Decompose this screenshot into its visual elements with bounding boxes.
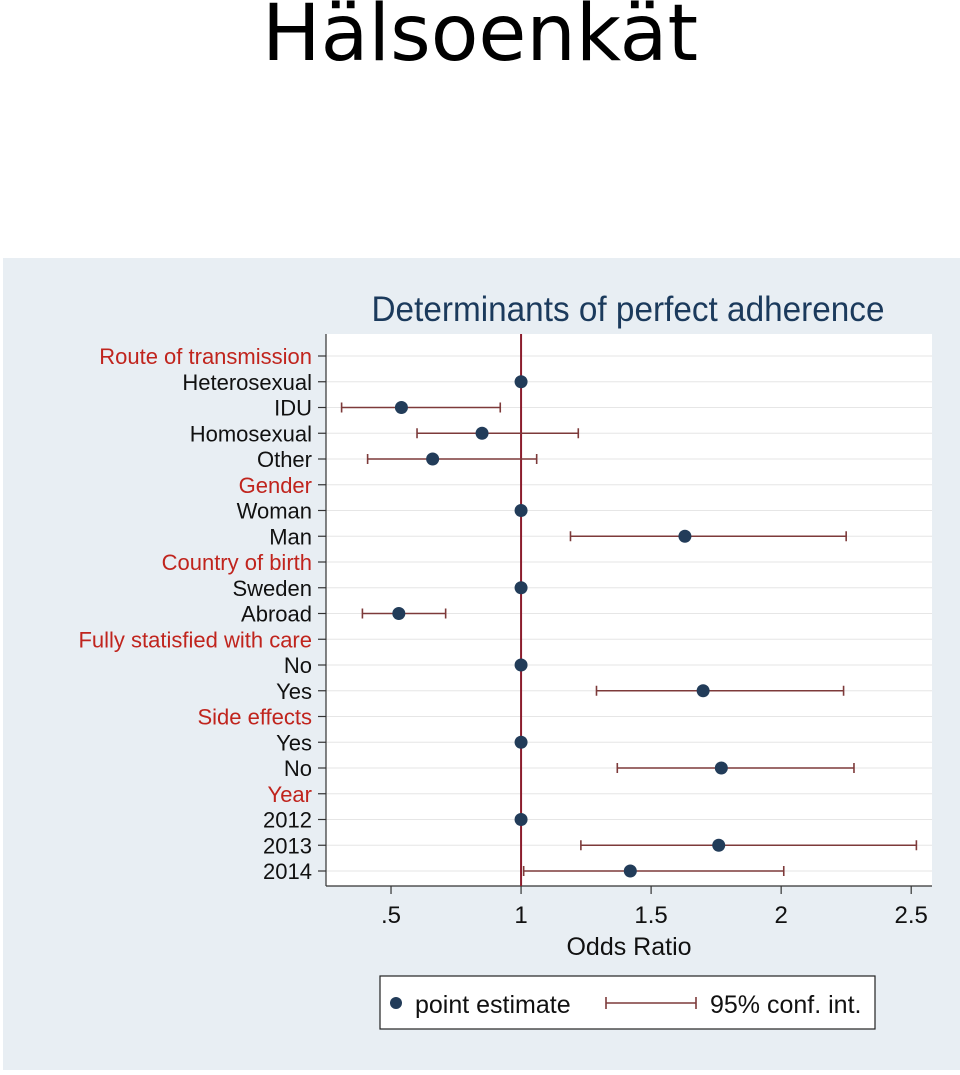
row-label: Woman xyxy=(237,499,312,524)
row-label: 2013 xyxy=(263,833,312,858)
legend: point estimate 95% conf. int. xyxy=(379,975,876,1030)
point-estimate xyxy=(392,607,406,620)
group-label: Fully statisfied with care xyxy=(78,627,312,652)
point-estimate xyxy=(714,761,728,775)
point-estimate xyxy=(696,684,710,698)
point-estimate xyxy=(623,864,637,878)
row-label: Yes xyxy=(276,679,312,704)
x-tick-label: 2.5 xyxy=(895,902,928,929)
row-label: Abroad xyxy=(241,602,312,627)
y-ticks xyxy=(318,355,326,872)
row-label: Yes xyxy=(276,730,312,755)
row-label: No xyxy=(284,756,312,781)
point-estimate xyxy=(514,504,528,517)
group-label: Year xyxy=(268,782,312,807)
point-estimates xyxy=(392,375,728,878)
x-axis-label: Odds Ratio xyxy=(566,933,691,961)
legend-point-marker xyxy=(390,997,402,1009)
row-label: Other xyxy=(257,447,312,472)
y-tick-labels: Route of transmissionHeterosexualIDUHomo… xyxy=(78,344,312,884)
group-label: Route of transmission xyxy=(99,344,312,369)
row-label: Homosexual xyxy=(190,421,312,446)
row-label: Heterosexual xyxy=(182,370,312,395)
point-estimate xyxy=(426,452,440,466)
legend-point-label: point estimate xyxy=(415,991,571,1019)
x-ticks: .5 1 1.5 2 2.5 xyxy=(381,886,928,929)
row-label: 2014 xyxy=(263,859,312,884)
point-estimate xyxy=(394,401,408,414)
row-label: No xyxy=(284,653,312,678)
x-tick-label: 2 xyxy=(774,902,787,929)
point-estimate xyxy=(712,838,726,852)
legend-interval-label: 95% conf. int. xyxy=(710,991,861,1019)
forest-plot-figure: Determinants of perfect adherence Route … xyxy=(3,258,960,1070)
row-label: 2012 xyxy=(263,808,312,833)
point-estimate xyxy=(514,813,528,826)
chart-title: Determinants of perfect adherence xyxy=(372,290,885,329)
plot-area xyxy=(326,334,932,886)
row-label: Man xyxy=(269,524,312,549)
confidence-intervals xyxy=(340,402,918,876)
slide-title: Hälsoenkät xyxy=(261,0,699,79)
group-label: Side effects xyxy=(197,705,312,730)
group-label: Gender xyxy=(239,473,312,498)
row-label: IDU xyxy=(274,396,312,421)
x-tick-label: 1.5 xyxy=(634,902,667,929)
point-estimate xyxy=(678,529,692,543)
point-estimate xyxy=(475,426,489,440)
forest-plot: Determinants of perfect adherence Route … xyxy=(3,258,960,1070)
x-tick-label: 1 xyxy=(514,902,527,929)
point-estimate xyxy=(514,735,528,749)
point-estimate xyxy=(514,581,528,595)
x-tick-label: .5 xyxy=(381,902,401,929)
point-estimate xyxy=(514,658,528,672)
row-label: Sweden xyxy=(232,576,312,601)
point-estimate xyxy=(514,375,528,389)
group-label: Country of birth xyxy=(162,550,312,575)
